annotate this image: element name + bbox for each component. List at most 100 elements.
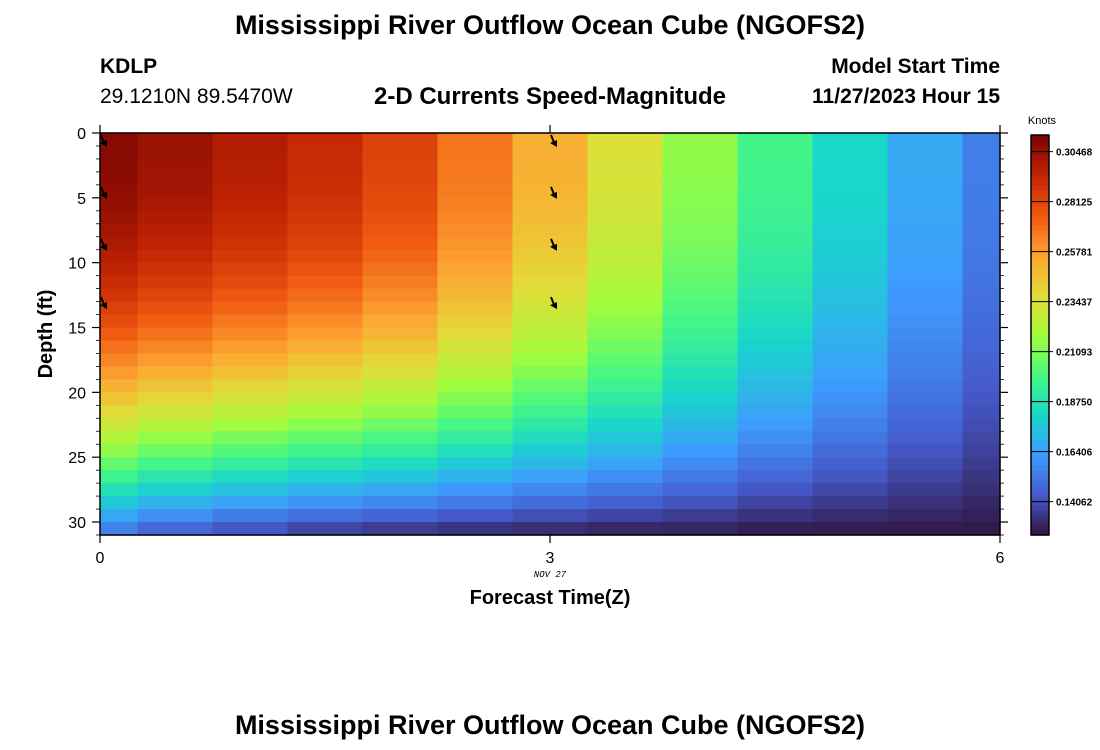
heatmap-cell	[512, 210, 589, 225]
colorbar-segment	[1031, 200, 1049, 206]
colorbar-segment	[1031, 135, 1049, 141]
colorbar-segment	[1031, 405, 1049, 411]
colorbar-segment	[1031, 340, 1049, 346]
colorbar-segment	[1031, 175, 1049, 181]
heatmap-cell	[587, 171, 664, 186]
heatmap-cell	[437, 158, 514, 173]
heatmap-cell	[737, 288, 814, 303]
heatmap-cell	[212, 171, 289, 186]
heatmap-cell	[437, 223, 514, 238]
colorbar-segment	[1031, 295, 1049, 301]
heatmap-cell	[962, 197, 1001, 212]
heatmap-cell	[962, 236, 1001, 251]
current-arrow	[550, 296, 557, 310]
colorbar-tick-label: 0.16406	[1056, 448, 1093, 459]
heatmap-cell	[512, 288, 589, 303]
colorbar-segment	[1031, 510, 1049, 516]
heatmap-cell	[587, 275, 664, 290]
heatmap-cell	[100, 262, 139, 277]
colorbar-segment	[1031, 395, 1049, 401]
heatmap-cell	[512, 301, 589, 316]
heatmap-cell	[287, 133, 364, 147]
heatmap-cell	[737, 249, 814, 264]
heatmap-cell	[512, 275, 589, 290]
heatmap-cell	[287, 457, 364, 471]
model-start-label: Model Start Time	[831, 55, 1000, 78]
heatmap-cell	[962, 171, 1001, 186]
heatmap-cells	[100, 133, 1001, 536]
heatmap-cell	[887, 522, 964, 536]
heatmap-cell	[137, 262, 214, 277]
heatmap-cell	[212, 275, 289, 290]
heatmap-cell	[362, 133, 439, 147]
heatmap-cell	[887, 444, 964, 458]
colorbar-segment	[1031, 315, 1049, 321]
heatmap-cell	[512, 379, 589, 393]
heatmap-cell	[662, 197, 739, 212]
heatmap-cell	[512, 262, 589, 277]
heatmap-cell	[887, 197, 964, 212]
heatmap-cell	[362, 457, 439, 471]
colorbar-segment	[1031, 325, 1049, 331]
heatmap-cell	[887, 327, 964, 342]
heatmap-cell	[662, 145, 739, 160]
heatmap-cell	[737, 340, 814, 355]
heatmap-cell	[512, 353, 589, 368]
heatmap-cell	[887, 210, 964, 225]
heatmap-cell	[512, 314, 589, 329]
heatmap-cell	[962, 457, 1001, 471]
heatmap-cell	[662, 184, 739, 199]
colorbar-segment	[1031, 270, 1049, 276]
heatmap-cell	[512, 509, 589, 523]
heatmap-cell	[100, 210, 139, 225]
heatmap-cell	[512, 405, 589, 419]
heatmap-cell	[100, 379, 139, 393]
colorbar-segment	[1031, 350, 1049, 356]
heatmap-cell	[512, 496, 589, 510]
colorbar-segment	[1031, 440, 1049, 446]
colorbar-segment	[1031, 410, 1049, 416]
heatmap-cell	[662, 418, 739, 432]
heatmap-cell	[287, 392, 364, 406]
heatmap-cell	[737, 184, 814, 199]
heatmap-cell	[362, 236, 439, 251]
heatmap-cell	[362, 249, 439, 264]
colorbar-segment	[1031, 240, 1049, 246]
heatmap-cell	[137, 444, 214, 458]
heatmap-cell	[362, 444, 439, 458]
y-tick-label: 30	[68, 515, 86, 532]
heatmap-cell	[100, 145, 139, 160]
heatmap-cell	[137, 366, 214, 380]
colorbar-segment	[1031, 505, 1049, 511]
colorbar-segment	[1031, 415, 1049, 421]
colorbar-segment	[1031, 275, 1049, 281]
colorbar-segment	[1031, 165, 1049, 171]
heatmap-cell	[437, 145, 514, 160]
heatmap-cell	[587, 249, 664, 264]
heatmap-cell	[587, 366, 664, 380]
heatmap-cell	[587, 158, 664, 173]
heatmap-cell	[137, 509, 214, 523]
heatmap-cell	[737, 171, 814, 186]
heatmap-cell	[512, 340, 589, 355]
heatmap-cell	[737, 431, 814, 445]
heatmap-cell	[437, 327, 514, 342]
heatmap-cell	[137, 392, 214, 406]
heatmap-cell	[212, 288, 289, 303]
heatmap-cell	[737, 496, 814, 510]
heatmap-cell	[587, 509, 664, 523]
colorbar-segment	[1031, 305, 1049, 311]
colorbar-segment	[1031, 430, 1049, 436]
heatmap-cell	[437, 353, 514, 368]
heatmap-cell	[100, 509, 139, 523]
heatmap-cell	[137, 171, 214, 186]
heatmap-cell	[737, 210, 814, 225]
heatmap-cell	[137, 249, 214, 264]
heatmap-cell	[437, 483, 514, 497]
heatmap-cell	[437, 340, 514, 355]
heatmap-cell	[887, 392, 964, 406]
heatmap-cell	[362, 392, 439, 406]
colorbar-tick-label: 0.30468	[1056, 148, 1093, 159]
heatmap-cell	[137, 379, 214, 393]
heatmap-cell	[737, 145, 814, 160]
